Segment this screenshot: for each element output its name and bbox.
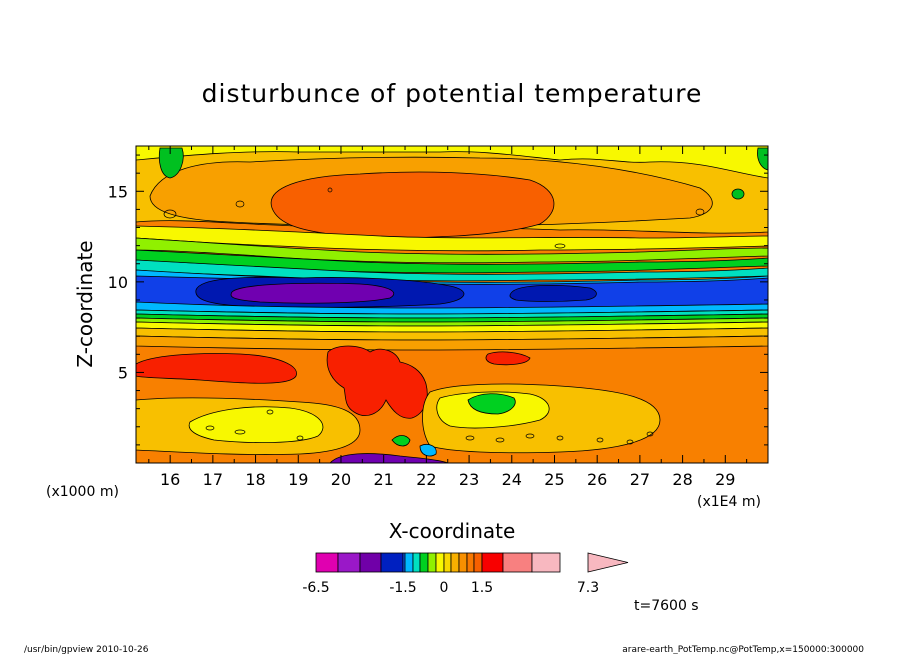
colorbar [315,552,629,573]
colorbar-swatch [412,552,421,573]
x-tick-label: 29 [715,470,735,489]
footer-right: arare-earth_PotTemp.nc@PotTemp,x=150000:… [622,645,864,654]
x-axis-label: X-coordinate [389,519,516,543]
x-tick-label: 24 [502,470,522,489]
x-tick-label: 19 [288,470,308,489]
colorbar-swatch [443,552,452,573]
chart-title: disturbunce of potential temperature [202,79,703,108]
colorbar-swatch [315,552,339,573]
x-axis: 16 17 18 19 20 21 22 23 24 25 26 27 28 29 [148,146,748,489]
region-purple [230,282,395,304]
colorbar-swatch [502,552,533,573]
y-axis-label: Z-coordinate [73,240,97,367]
x-tick-label: 28 [672,470,692,489]
time-label: t=7600 s [634,598,699,614]
x-tick-label: 16 [160,470,180,489]
x-unit-right: (x1E4 m) [697,494,761,510]
region-green-lower [467,393,516,415]
colorbar-swatch [458,552,468,573]
x-tick-label: 21 [373,470,393,489]
x-tick-label: 25 [544,470,564,489]
colorbar-swatch [481,552,504,573]
colorbar-label: 7.3 [577,580,599,596]
region-red-left [136,353,297,384]
region-green-right-spot [731,188,745,200]
region-green-top-right [757,147,768,171]
y-axis: 5 10 15 [108,154,768,446]
y-tick-label: 10 [108,273,128,292]
region-red-right [485,351,531,366]
footer-left: /usr/bin/gpview 2010-10-26 [24,645,149,654]
colorbar-swatch [337,552,361,573]
colorbar-arrow [587,552,629,573]
region-green-top-left [158,147,184,179]
x-tick-label: 27 [630,470,650,489]
region-dark-blue-right [509,284,597,302]
x-tick-label: 17 [203,470,223,489]
x-tick-label: 26 [587,470,607,489]
region-red-center [326,345,428,419]
colorbar-swatch [435,552,445,573]
colorbar-swatch [531,552,561,573]
colorbar-label: 0 [440,580,449,596]
colorbar-label: -6.5 [302,580,329,596]
colorbar-labels: -6.5 -1.5 0 1.5 7.3 [302,580,599,596]
colorbar-swatch [427,552,437,573]
colorbar-swatch [404,552,414,573]
region-upper-deep-orange [270,171,555,238]
colorbar-swatch [359,552,382,573]
region-bottom-green [391,435,411,447]
colorbar-swatch [380,552,404,573]
x-unit-left: (x1000 m) [46,484,119,500]
region-lower-yellow-2 [188,406,324,443]
colorbar-label: -1.5 [389,580,416,596]
region-bottom-purple [329,453,449,463]
colorbar-swatch [450,552,460,573]
region-top-yellow [136,146,768,179]
x-tick-label: 18 [245,470,265,489]
colorbar-label: 1.5 [471,580,493,596]
x-tick-label: 23 [459,470,479,489]
colorbar-swatch [466,552,475,573]
y-tick-label: 5 [118,363,128,382]
colorbar-swatch [419,552,429,573]
plot-frame [135,145,769,464]
x-tick-label: 20 [331,470,351,489]
y-tick-label: 15 [108,182,128,201]
colorbar-swatch [473,552,483,573]
x-tick-label: 22 [416,470,436,489]
plot-area [136,146,768,463]
